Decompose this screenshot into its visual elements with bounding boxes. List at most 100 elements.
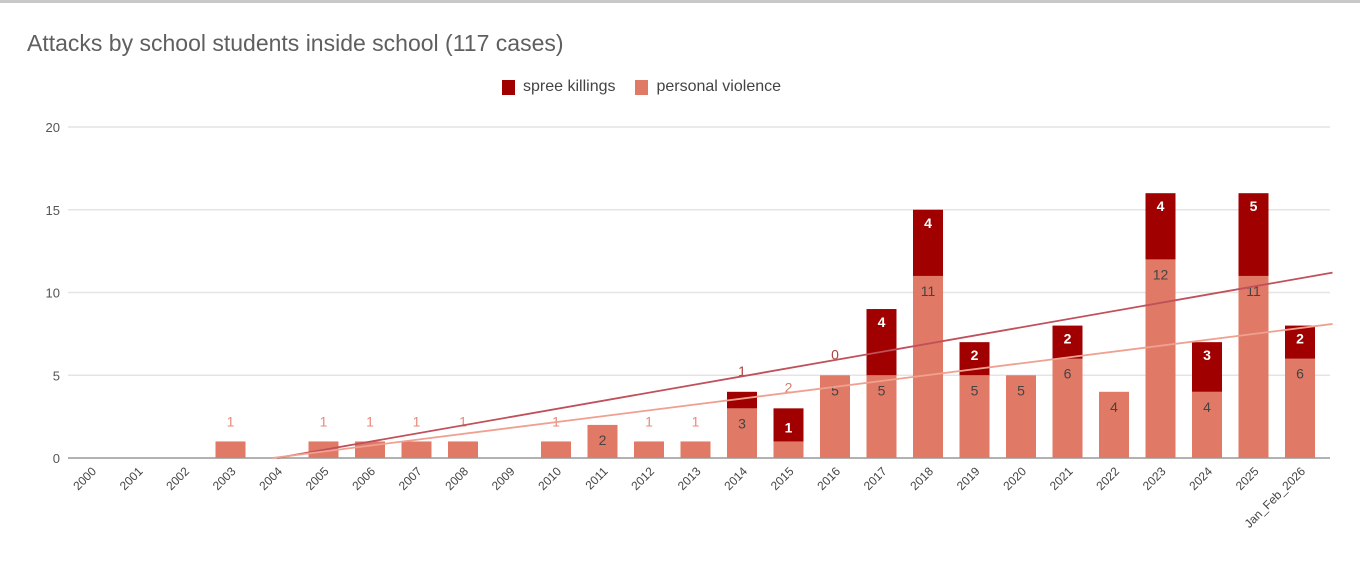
data-label-personal: 1 xyxy=(692,413,700,429)
data-label-personal: 5 xyxy=(878,382,886,398)
data-label-personal: 6 xyxy=(1296,366,1304,382)
x-tick-label: 2007 xyxy=(396,464,425,493)
bar-spree-killings xyxy=(1192,342,1222,392)
data-label-spree: 2 xyxy=(785,379,793,395)
data-label-spree: 2 xyxy=(971,347,979,363)
x-tick-label: 2018 xyxy=(907,464,936,493)
trendline xyxy=(272,323,1333,459)
bar-personal-violence xyxy=(634,441,664,458)
data-label-spree: 2 xyxy=(1064,331,1072,347)
y-tick-label: 5 xyxy=(53,368,60,383)
bar-personal-violence xyxy=(1192,391,1222,458)
data-label-spree: 2 xyxy=(1296,331,1304,347)
data-label-spree: 5 xyxy=(1250,198,1258,214)
data-label-personal: 1 xyxy=(413,413,421,429)
bar-personal-violence xyxy=(1099,391,1129,458)
data-label-spree: 3 xyxy=(1203,347,1211,363)
data-label-spree: 4 xyxy=(924,215,932,231)
data-label-personal: 1 xyxy=(645,413,653,429)
bar-personal-violence xyxy=(773,441,804,458)
data-label-personal: 11 xyxy=(921,283,936,299)
data-label-personal: 6 xyxy=(1064,366,1072,382)
x-tick-label: 2024 xyxy=(1186,464,1215,493)
bar-personal-violence xyxy=(587,424,618,458)
y-tick-label: 15 xyxy=(46,203,60,218)
bar-personal-violence xyxy=(1006,375,1036,458)
bar-spree-killings xyxy=(727,391,757,409)
trendline xyxy=(276,271,1333,459)
x-tick-label: 2025 xyxy=(1233,464,1262,493)
data-label-personal: 1 xyxy=(366,413,374,429)
x-tick-label: 2003 xyxy=(210,464,239,493)
data-label-personal: 1 xyxy=(459,413,467,429)
x-tick-label: 2010 xyxy=(535,464,564,493)
x-tick-label: 2004 xyxy=(256,464,285,493)
data-label-personal: 4 xyxy=(1203,399,1211,415)
legend-swatch-spree xyxy=(502,79,515,95)
x-tick-label: 2014 xyxy=(721,464,750,493)
bar-spree-killings xyxy=(866,309,897,376)
bar-spree-killings xyxy=(1238,193,1269,276)
y-tick-label: 0 xyxy=(53,451,60,466)
bar-personal-violence xyxy=(448,441,478,458)
data-label-personal: 5 xyxy=(831,382,839,398)
x-tick-label: 2015 xyxy=(768,464,797,493)
x-tick-label: 2009 xyxy=(489,464,518,493)
x-tick-label: 2017 xyxy=(861,464,890,493)
x-tick-label: 2011 xyxy=(582,464,610,492)
legend-label-personal: personal violence xyxy=(656,78,782,95)
bar-spree-killings xyxy=(1285,325,1315,359)
data-label-personal: 12 xyxy=(1153,266,1169,282)
bar-personal-violence xyxy=(1285,358,1315,458)
x-tick-label: 2020 xyxy=(1000,464,1029,493)
data-label-personal: 5 xyxy=(971,382,979,398)
bar-personal-violence xyxy=(820,375,850,458)
legend: spree killings personal violence xyxy=(502,78,801,96)
x-tick-label: 2012 xyxy=(628,464,657,493)
y-tick-label: 10 xyxy=(46,286,60,301)
bar-spree-killings xyxy=(913,209,943,276)
bar-personal-violence xyxy=(913,275,943,458)
data-label-personal: 1 xyxy=(785,419,793,435)
legend-label-spree: spree killings xyxy=(523,78,616,95)
bar-personal-violence xyxy=(866,375,897,458)
chart-title: Attacks by school students inside school… xyxy=(27,30,564,56)
x-tick-label: 2022 xyxy=(1093,464,1122,493)
data-label-personal: 1 xyxy=(320,413,328,429)
data-label-spree: 0 xyxy=(831,346,839,362)
bar-personal-violence xyxy=(1238,275,1269,458)
y-tick-label: 20 xyxy=(46,120,60,135)
bar-personal-violence xyxy=(1052,358,1083,458)
x-tick-label: 2005 xyxy=(303,464,332,493)
x-tick-label: 2013 xyxy=(675,464,704,493)
x-tick-label: 2002 xyxy=(163,464,192,493)
data-label-personal: 1 xyxy=(227,413,235,429)
x-tick-label: 2006 xyxy=(349,464,378,493)
bar-personal-violence xyxy=(959,375,990,458)
legend-swatch-personal xyxy=(635,79,649,95)
bar-spree-killings xyxy=(1145,193,1176,260)
bar-personal-violence xyxy=(1145,259,1176,458)
data-label-personal: 3 xyxy=(738,415,746,431)
x-tick-label: 2008 xyxy=(442,464,471,493)
bar-personal-violence xyxy=(680,441,711,458)
data-label-spree: 4 xyxy=(878,314,886,330)
bar-spree-killings xyxy=(1052,325,1083,359)
x-tick-label: 2000 xyxy=(70,464,99,493)
x-tick-label: 2023 xyxy=(1140,464,1169,493)
x-tick-label: 2019 xyxy=(954,464,983,493)
bar-personal-violence xyxy=(215,441,246,458)
data-label-spree: 4 xyxy=(1157,198,1165,214)
bar-personal-violence xyxy=(401,441,432,458)
bar-personal-violence xyxy=(727,408,757,458)
x-tick-label: 2016 xyxy=(814,464,843,493)
data-label-spree: 1 xyxy=(738,363,746,379)
data-label-personal: 5 xyxy=(1017,382,1025,398)
data-label-personal: 2 xyxy=(599,432,607,448)
bar-personal-violence xyxy=(541,441,571,458)
bar-spree-killings xyxy=(773,408,804,442)
top-border xyxy=(0,0,1360,3)
x-tick-label: 2001 xyxy=(117,464,146,493)
x-tick-label: 2021 xyxy=(1047,464,1076,493)
